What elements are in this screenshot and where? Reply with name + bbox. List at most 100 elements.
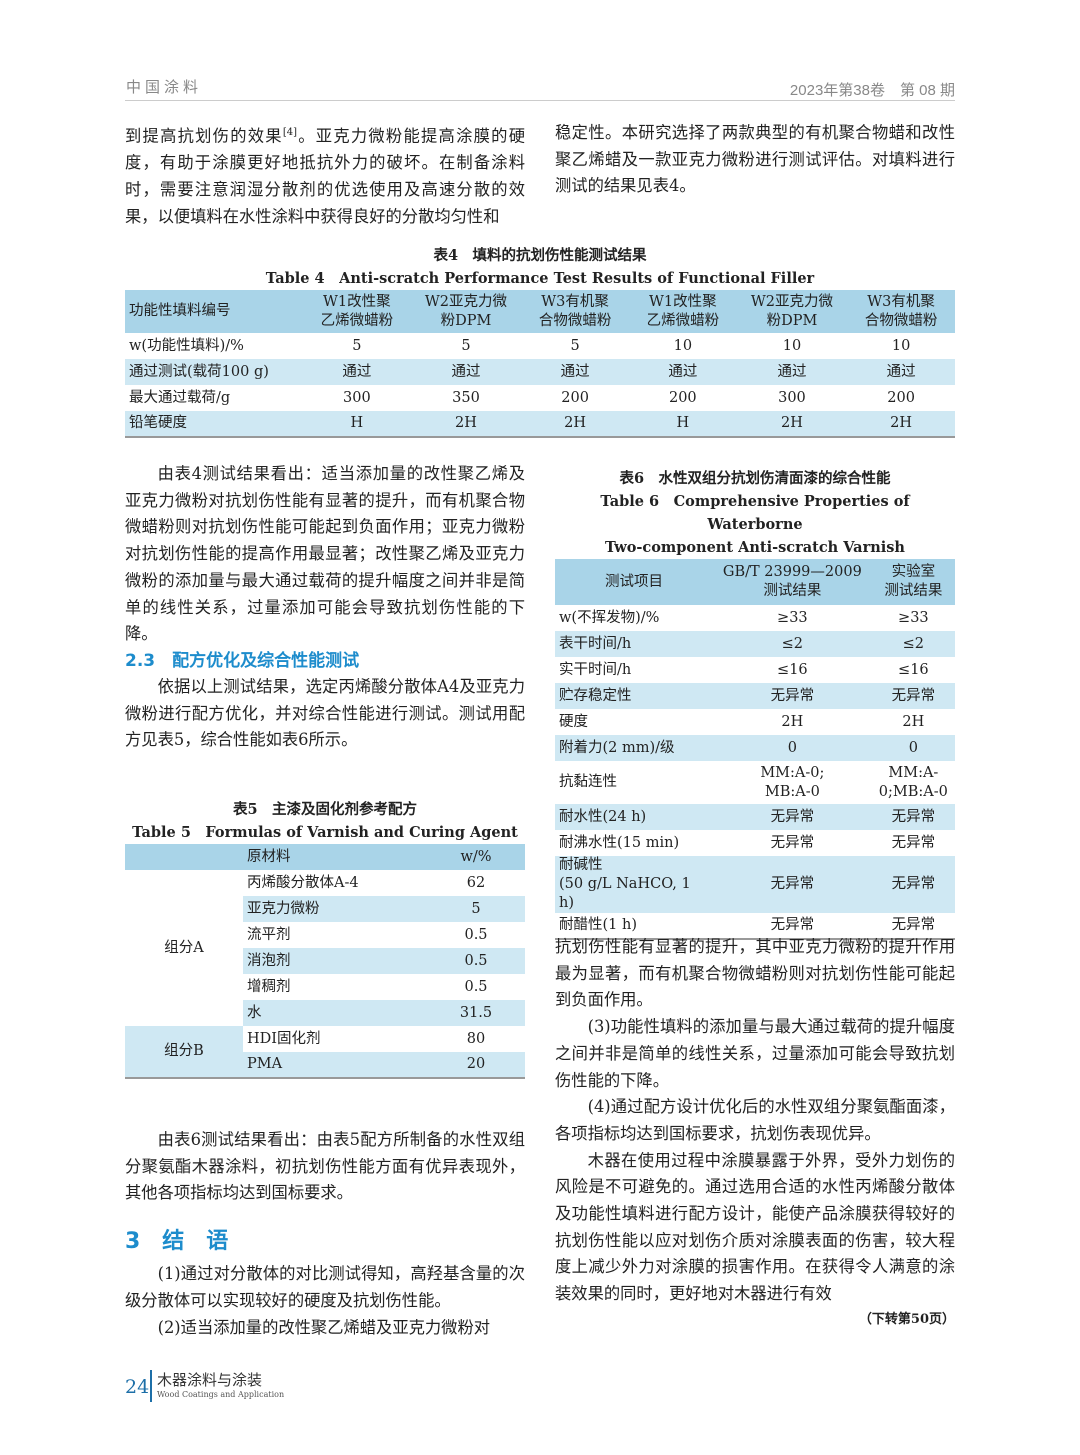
table5-caption-cn: 表5 主漆及固化剂参考配方: [232, 801, 418, 818]
table-cell: 无异常: [871, 856, 955, 913]
table-cell: 铅笔硬度: [125, 411, 303, 437]
table-row: 附着力(2 mm)/级 0 0: [555, 735, 955, 761]
paragraph: 木器在使用过程中涂膜暴露于外界，受外力划伤的风险是不可避免的。通过选用合适的水性…: [555, 1150, 955, 1304]
paragraph: (3)功能性填料的添加量与最大通过载荷的提升幅度之间并非是简单的线性关系，过量添…: [555, 1017, 955, 1090]
left-body: 由表4测试结果看出：适当添加量的改性聚乙烯及亚克力微粉对抗划伤性能有显著的提升，…: [125, 461, 525, 754]
table-row: 测试项目 GB/T 23999—2009 测试结果 实验室 测试结果: [555, 559, 955, 605]
table-cell: 亚克力微粉: [243, 896, 427, 922]
table6-caption-en: Table 6 Comprehensive Properties of Wate…: [600, 493, 910, 533]
table-row: 最大通过载荷/g 300 350 200 200 300 200: [125, 385, 955, 411]
table-cell: MM:A-0; MB:A-0: [760, 764, 825, 800]
table-cell: 200: [887, 389, 915, 406]
table-row: w(功能性填料)/% 5 5 5 10 10 10: [125, 333, 955, 359]
table-cell: 增稠剂: [243, 974, 427, 1000]
table-cell: 无异常: [871, 683, 955, 709]
table-cell: 无异常: [770, 834, 815, 851]
table-cell: 流平剂: [243, 922, 427, 948]
table-cell: 200: [561, 389, 589, 406]
table-cell: 消泡剂: [243, 948, 427, 974]
table-cell: MM:A- 0;MB:A-0: [878, 764, 948, 800]
table-cell: ≤2: [871, 631, 955, 657]
paragraph: (4)通过配方设计优化后的水性双组分聚氨酯面漆，各项指标均达到国标要求，抗划伤表…: [555, 1097, 955, 1143]
column-header: 原材料: [243, 844, 427, 870]
right-intro: 稳定性。本研究选择了两款典型的有机聚合物蜡和改性聚乙烯蜡及一款亚克力微粉进行测试…: [555, 120, 955, 200]
table-cell: 通过: [521, 359, 629, 385]
text: 到提高抗划伤的效果: [125, 126, 283, 146]
column-header: W3有机聚合物微蜡粉: [847, 290, 955, 333]
table6-caption-en: Two-component Anti-scratch Varnish: [605, 539, 905, 556]
group-label: 组分B: [125, 1026, 243, 1078]
table-cell: 无异常: [871, 804, 955, 830]
table-cell: 10: [782, 337, 802, 354]
paragraph: 稳定性。本研究选择了两款典型的有机聚合物蜡和改性聚乙烯蜡及一款亚克力微粉进行测试…: [555, 123, 955, 196]
footer-divider: [150, 1370, 152, 1402]
text: 。亚克力微粉能提高涂膜的硬度，有助于涂膜更好地抵抗外力的破坏。在制备涂料时，需要…: [125, 126, 525, 226]
table-cell: 耐醋性(1 h): [559, 917, 637, 933]
table-cell: ≥33: [898, 609, 929, 626]
group-label: 组分A: [125, 870, 243, 1026]
citation[interactable]: [4]: [282, 127, 297, 138]
table-row: 流平剂 0.5: [125, 922, 525, 948]
table-cell: 耐沸水性(15 min): [559, 834, 680, 851]
table-cell: 实干时间/h: [559, 661, 632, 678]
table5-caption-en: Table 5 Formulas of Varnish and Curing A…: [132, 824, 518, 841]
table-row: 组分B HDI固化剂 80: [125, 1026, 525, 1078]
table-cell: 2H: [902, 713, 925, 730]
table-row: 硬度 2H 2H: [555, 709, 955, 735]
journal-name: 中国涂料: [126, 78, 203, 96]
table-row: 原材料 w/%: [125, 844, 525, 870]
section-heading: 3 结 语: [125, 1229, 229, 1255]
table-cell: 0: [713, 735, 872, 761]
section-heading: 2.3 配方优化及综合性能测试: [125, 650, 360, 671]
table-cell: 丙烯酸分散体A-4: [243, 870, 427, 896]
right-body: 抗划伤性能有显著的提升，其中亚克力微粉的提升作用最为显著，而有机聚合物微蜡粉则对…: [555, 934, 955, 1327]
table-cell: 2H: [781, 713, 804, 730]
table-row: 亚克力微粉 5: [125, 896, 525, 922]
page-number: 24: [125, 1376, 150, 1398]
column-header: GB/T 23999—2009 测试结果: [713, 559, 872, 605]
table-row: 消泡剂 0.5: [125, 948, 525, 974]
table-cell: w(功能性填料)/%: [129, 337, 244, 354]
table-cell: 通过: [410, 359, 522, 385]
table-cell: 2H: [736, 411, 848, 437]
table-cell: 0.5: [427, 974, 525, 1000]
issue-info: 2023年第38卷 第 08 期: [789, 82, 955, 99]
table-cell: 0.5: [427, 948, 525, 974]
column-header: 实验室 测试结果: [871, 559, 955, 605]
table-cell: 5: [461, 337, 471, 354]
table-cell: 5: [570, 337, 580, 354]
table-row: 水 31.5: [125, 1000, 525, 1026]
table-cell: 通过测试(载荷100 g): [125, 359, 303, 385]
magazine-name-cn: 木器涂料与涂装: [157, 1371, 263, 1389]
table-cell: 附着力(2 mm)/级: [555, 735, 713, 761]
table-row: 耐水性(24 h) 无异常 无异常: [555, 804, 955, 830]
table-cell: w(不挥发物)/%: [559, 609, 660, 626]
paragraph: 由表4测试结果看出：适当添加量的改性聚乙烯及亚克力微粉对抗划伤性能有显著的提升，…: [125, 464, 525, 644]
paragraph: 到提高抗划伤的效果[4]。亚克力微粉能提高涂膜的硬度，有助于涂膜更好地抵抗外力的…: [125, 120, 525, 230]
table-row: 耐醋性(1 h) 无异常 无异常: [555, 913, 955, 939]
left-conclusion: 由表6测试结果看出：由表5配方所制备的水性双组分聚氨酯木器涂料，初抗划伤性能方面…: [125, 1127, 525, 1341]
table-row: 增稠剂 0.5: [125, 974, 525, 1000]
table-row: 耐沸水性(15 min) 无异常 无异常: [555, 830, 955, 856]
table-cell: 表干时间/h: [555, 631, 713, 657]
table-cell: 0.5: [427, 922, 525, 948]
table-cell: H: [628, 411, 737, 437]
table-cell: 抗黏连性: [559, 774, 617, 790]
table-cell: ≤16: [898, 661, 929, 678]
table-cell: HDI固化剂: [243, 1026, 427, 1052]
table4-caption-en: Table 4 Anti-scratch Performance Test Re…: [265, 270, 815, 287]
table-row: w(不挥发物)/% ≥33 ≥33: [555, 605, 955, 631]
table-cell: H: [303, 411, 411, 437]
table-cell: 水: [243, 1000, 427, 1026]
table-cell: 31.5: [427, 1000, 525, 1026]
column-header: 功能性填料编号: [125, 290, 303, 333]
table-cell: 耐水性(24 h): [555, 804, 713, 830]
column-header: W2亚克力微粉DPM: [736, 290, 848, 333]
table-row: 通过测试(载荷100 g) 通过 通过 通过 通过 通过 通过: [125, 359, 955, 385]
table6-grid: 测试项目 GB/T 23999—2009 测试结果 实验室 测试结果 w(不挥发物)/…: [555, 559, 955, 940]
table-cell: 80: [427, 1026, 525, 1052]
table-cell: 无异常: [891, 917, 936, 933]
table-cell: 无异常: [713, 683, 872, 709]
table-cell: 2H: [410, 411, 522, 437]
left-intro: 到提高抗划伤的效果[4]。亚克力微粉能提高涂膜的硬度，有助于涂膜更好地抵抗外力的…: [125, 120, 525, 230]
